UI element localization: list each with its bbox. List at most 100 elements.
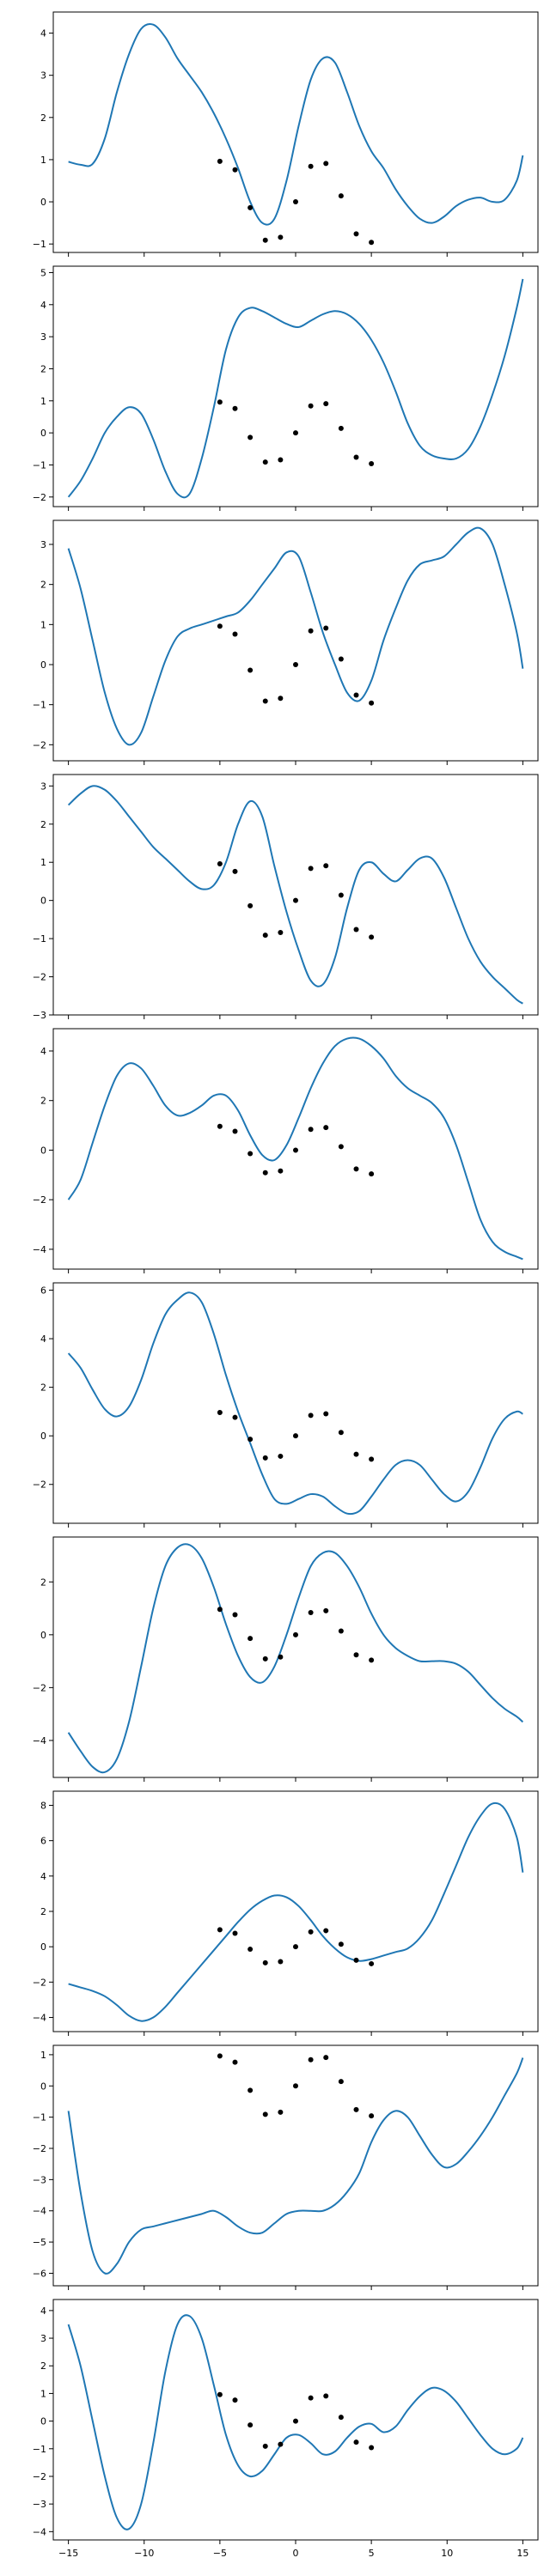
data-point (338, 1430, 344, 1436)
data-point (369, 2445, 375, 2451)
data-point (278, 1453, 284, 1459)
data-point (308, 2395, 314, 2401)
y-tick-label: 0 (40, 1145, 46, 1156)
panel-8: −4 −2 0 2 4 6 8 (33, 1790, 539, 2036)
data-point (248, 434, 254, 440)
y-tick-label: 1 (40, 2388, 46, 2399)
data-point (278, 2441, 284, 2447)
data-point (338, 892, 344, 898)
y-tick-label: −4 (33, 1735, 46, 1747)
y-tick-label: −4 (33, 1244, 46, 1255)
y-tick-label: −1 (33, 700, 46, 711)
data-point (323, 401, 329, 407)
data-point (232, 2059, 238, 2065)
y-tick-label: 0 (40, 2081, 46, 2092)
y-tick-label: 4 (40, 1871, 46, 1882)
x-tick-label: −5 (213, 2548, 227, 2559)
data-point (278, 696, 284, 702)
data-point (308, 628, 314, 634)
data-point (248, 1636, 254, 1642)
data-point (248, 2087, 254, 2093)
y-tick-label: 4 (40, 2306, 46, 2317)
data-point (232, 1414, 238, 1420)
data-point (369, 1456, 375, 1462)
data-point (308, 163, 314, 169)
y-tick-label: −2 (33, 972, 46, 983)
y-tick-label: 4 (40, 28, 46, 39)
data-point (338, 1144, 344, 1150)
data-point (308, 1127, 314, 1133)
x-tick-label: −10 (134, 2548, 154, 2559)
data-point (338, 193, 344, 199)
y-tick-label: −1 (33, 933, 46, 945)
sample-curve-1 (68, 1801, 524, 2022)
data-point (278, 1168, 284, 1174)
panel-1: −1 0 1 2 3 4 (33, 11, 539, 257)
axes-frame (52, 1536, 539, 1778)
data-point (293, 2083, 298, 2089)
axes-frame (52, 519, 539, 762)
y-tick-label: 0 (40, 197, 46, 208)
y-tick-label: −4 (33, 2526, 46, 2537)
data-point (293, 2418, 298, 2424)
y-tick-label: −2 (33, 1194, 46, 1206)
y-tick-label: 2 (40, 2360, 46, 2372)
data-point (262, 2443, 268, 2449)
data-point (217, 399, 223, 405)
data-point (232, 167, 238, 173)
data-point (217, 1123, 223, 1129)
y-tick-label: 2 (40, 1382, 46, 1394)
panel-5: −4 −2 0 2 4 (33, 1028, 539, 1273)
sample-curve-1 (67, 526, 524, 746)
x-tick-label: 5 (369, 2548, 375, 2559)
data-point (248, 667, 254, 673)
y-tick-label: −2 (33, 1479, 46, 1491)
data-point (293, 1433, 298, 1439)
data-point (369, 460, 375, 466)
y-tick-label: −3 (33, 2174, 46, 2185)
data-point (293, 430, 298, 436)
data-point (353, 1166, 359, 1172)
sample-curve-1 (67, 1543, 524, 1774)
data-point (262, 1170, 268, 1176)
data-point (308, 1929, 314, 1935)
y-tick-label: 1 (40, 2050, 46, 2061)
y-tick-label: 2 (40, 1577, 46, 1588)
x-tick-label: 0 (293, 2548, 299, 2559)
sample-curve-1 (67, 1291, 523, 1516)
y-tick-label: −4 (33, 2206, 46, 2217)
data-point (217, 623, 223, 629)
panel-4: −3 −2 −1 0 1 2 3 (33, 774, 539, 1021)
axes-frame (52, 2044, 539, 2287)
data-point (248, 1437, 254, 1443)
data-point (217, 1607, 223, 1613)
data-point (262, 459, 268, 465)
data-point (217, 1410, 223, 1416)
y-tick-label: 4 (40, 1046, 46, 1057)
data-point (232, 1930, 238, 1936)
axes-frame (52, 774, 539, 1016)
data-point (278, 234, 284, 240)
y-tick-label: 4 (40, 300, 46, 311)
data-point (369, 2113, 375, 2119)
data-point (353, 1451, 359, 1457)
y-tick-label: −2 (33, 739, 46, 750)
data-point (217, 861, 223, 866)
y-tick-label: 3 (40, 539, 46, 550)
y-tick-label: 3 (40, 331, 46, 343)
data-point (217, 2053, 223, 2059)
y-tick-label: 3 (40, 70, 46, 82)
y-tick-label: 0 (40, 1630, 46, 1641)
data-point (232, 405, 238, 411)
y-tick-label: −1 (33, 239, 46, 250)
data-point (369, 1960, 375, 1966)
data-point (232, 1612, 238, 1618)
data-point (353, 2439, 359, 2445)
data-point (262, 1959, 268, 1965)
x-tick-label: −15 (58, 2548, 78, 2559)
data-point (262, 237, 268, 243)
data-point (217, 1927, 223, 1933)
data-point (278, 2109, 284, 2115)
